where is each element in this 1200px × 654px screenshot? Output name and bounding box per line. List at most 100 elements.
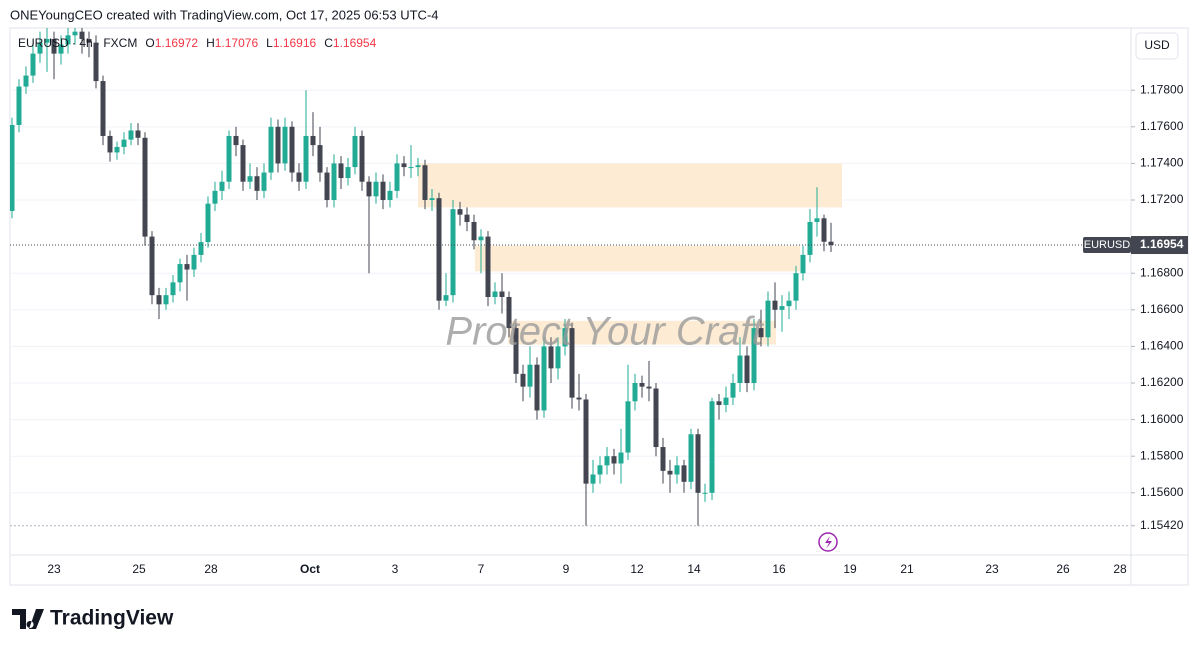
candle-body	[800, 254, 806, 274]
candle-body	[65, 35, 71, 45]
currency-button[interactable]	[1135, 32, 1179, 60]
x-tick-label: Oct	[300, 562, 320, 576]
candle-body	[289, 126, 295, 173]
candle-body	[135, 130, 141, 138]
y-tick-label: 1.16600	[1140, 302, 1184, 316]
candle-body	[128, 130, 134, 140]
ohlc-label: L	[266, 36, 273, 50]
candle-body	[331, 163, 337, 201]
candle-body	[380, 181, 386, 201]
candle-body	[310, 135, 316, 146]
candle-body	[233, 135, 239, 146]
candle-body	[254, 176, 260, 191]
candle-body	[457, 209, 463, 215]
candle-body	[303, 135, 309, 182]
candle-body	[506, 296, 512, 329]
candle-body	[786, 300, 792, 307]
candle-body	[464, 214, 470, 222]
candle-body	[268, 126, 274, 173]
y-tick-label: 1.15420	[1140, 518, 1184, 532]
candle-body	[100, 81, 106, 136]
x-tick-label: 7	[478, 562, 485, 576]
candle-body	[436, 198, 442, 301]
event-icon[interactable]	[818, 532, 838, 552]
x-tick-label: 9	[563, 562, 570, 576]
candle-body	[765, 300, 771, 338]
candle-body	[688, 434, 694, 482]
candle-body	[58, 44, 64, 54]
candle-body	[317, 145, 323, 173]
candle-body	[576, 397, 582, 400]
candle-body	[296, 172, 302, 182]
candle-body	[282, 126, 288, 164]
candle-body	[240, 145, 246, 182]
y-tick-label: 1.15800	[1140, 448, 1184, 462]
currency[interactable]: USD	[1144, 38, 1170, 52]
candle-body	[639, 382, 645, 387]
candle-body	[625, 401, 631, 453]
x-tick-label: 3	[392, 562, 399, 576]
header: ONEYoungCEO created with TradingView.com…	[10, 7, 439, 22]
candle-body	[828, 241, 834, 246]
candle-body	[394, 163, 400, 191]
candle-body	[16, 86, 22, 125]
candle-body	[219, 181, 225, 191]
candle-body	[114, 146, 120, 153]
watermark: Protect Your Craft	[445, 310, 764, 354]
y-tick-label: 1.15600	[1140, 485, 1184, 499]
candle-body	[807, 221, 813, 255]
event-icon-bolt	[825, 536, 832, 549]
candle-body	[660, 447, 666, 471]
y-tick-label: 1.16000	[1140, 412, 1184, 426]
candle-body	[450, 209, 456, 296]
candle-body	[520, 373, 526, 387]
symbol-tag-bg	[1083, 237, 1131, 254]
ohlc-value: 1.16954	[333, 36, 377, 50]
candle-body	[702, 492, 708, 494]
candle-body	[534, 364, 540, 411]
candle-body	[772, 300, 778, 310]
candle-body	[716, 401, 722, 405]
y-tick-label: 1.17800	[1140, 82, 1184, 96]
grid	[10, 89, 1130, 527]
candle-body	[142, 137, 148, 237]
candle-body	[415, 165, 421, 168]
y-tick-label: 1.16800	[1140, 265, 1184, 279]
candle-body	[401, 163, 407, 168]
candle-body	[205, 203, 211, 243]
candle-body	[177, 264, 183, 283]
candle-body	[373, 181, 379, 197]
y-tick-label: 1.17600	[1140, 119, 1184, 133]
ohlc-value: 1.16972	[155, 36, 199, 50]
candle-body	[429, 198, 435, 201]
candle-body	[681, 465, 687, 482]
candle-body	[338, 163, 344, 179]
candle-body	[604, 456, 610, 466]
candle-body	[359, 135, 365, 182]
x-tick-label: 23	[985, 562, 999, 576]
x-tick-label: 23	[47, 562, 61, 576]
symbol-tag: EURUSD	[1084, 239, 1131, 251]
candle-body	[590, 474, 596, 484]
price-tag-bg	[1131, 236, 1188, 255]
x-tick-label: 25	[132, 562, 146, 576]
candle-body	[10, 124, 15, 211]
candle-body	[86, 38, 92, 43]
candle-body	[709, 401, 715, 493]
candle-body	[562, 328, 568, 347]
candle-body	[597, 465, 603, 475]
candle-body	[499, 291, 505, 297]
candle-body	[44, 38, 50, 43]
ohlc-value: 1.17076	[215, 36, 259, 50]
x-tick-label: 26	[1056, 562, 1070, 576]
candle-body	[730, 382, 736, 398]
price-tag: 1.16954	[1140, 237, 1184, 251]
ohlc-label: H	[206, 36, 215, 50]
candle-body	[737, 355, 743, 383]
candle-body	[674, 465, 680, 475]
candle-body	[618, 452, 624, 464]
candle-body	[646, 386, 652, 389]
candle-body	[583, 399, 589, 484]
candle-body	[695, 434, 701, 493]
